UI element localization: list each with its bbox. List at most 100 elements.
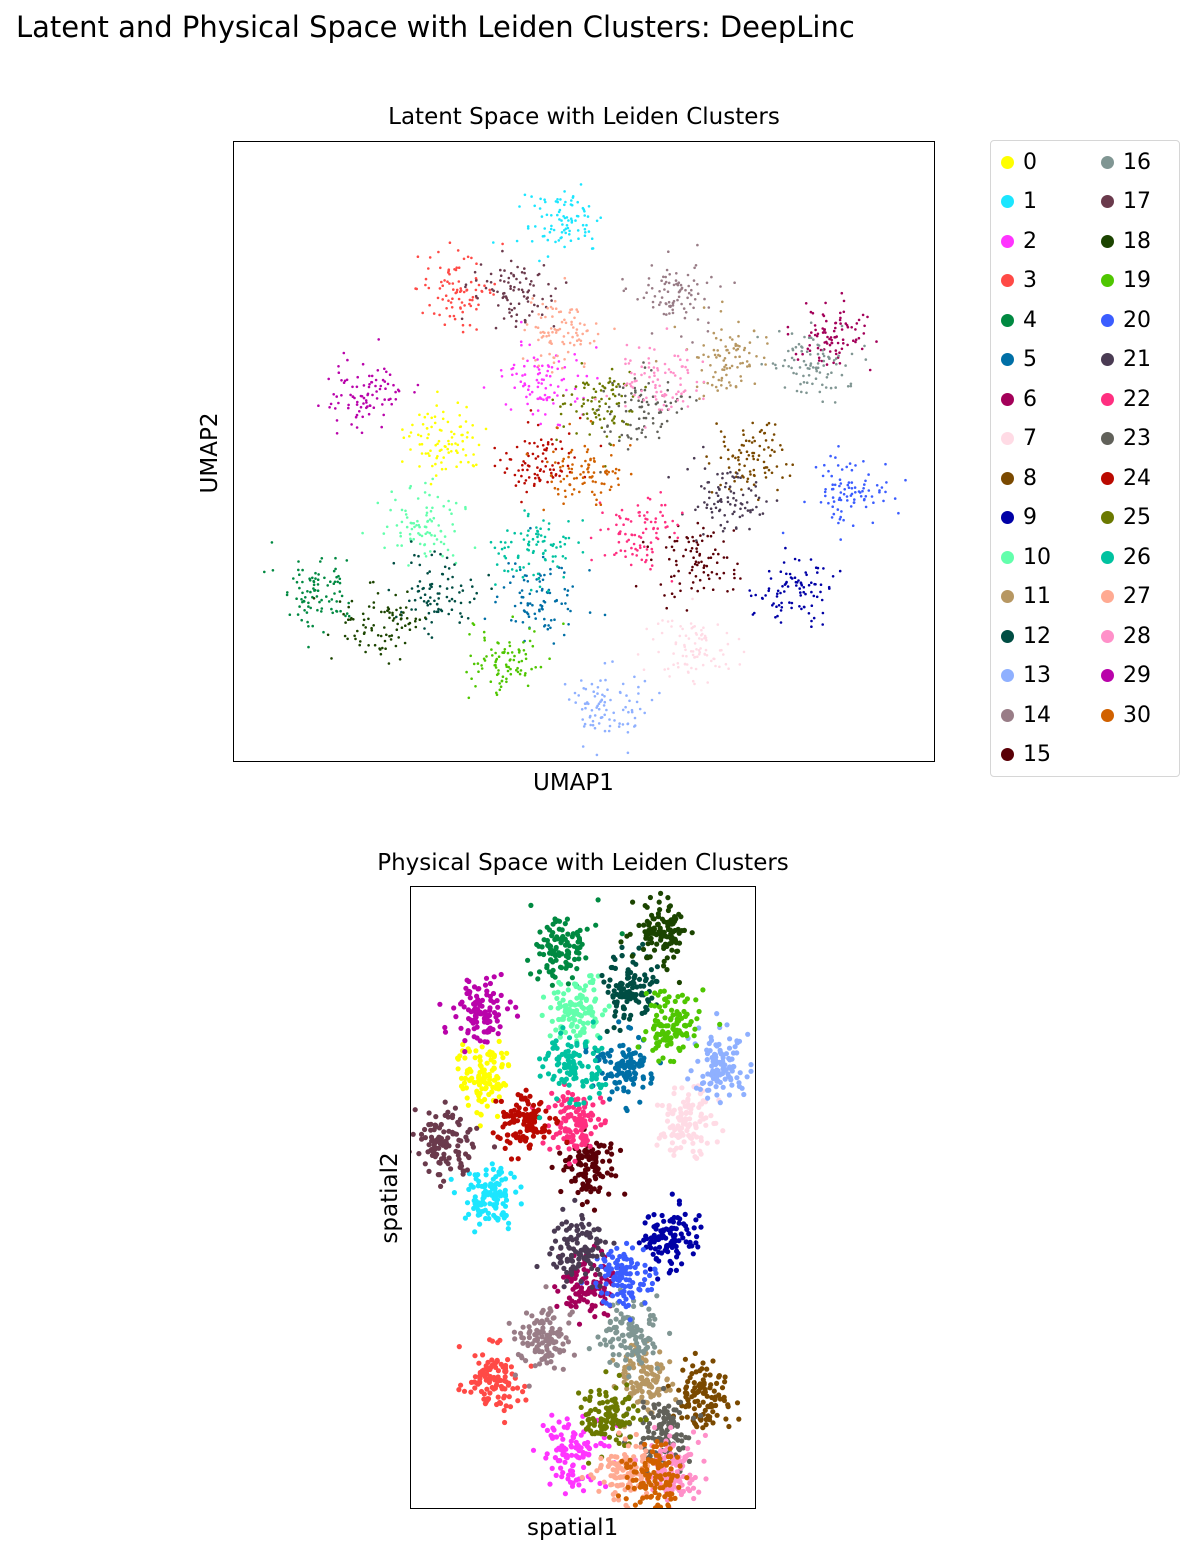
legend-item-6: 6 <box>1001 384 1037 414</box>
legend-item-12: 12 <box>1001 621 1051 651</box>
legend-item-13: 13 <box>1001 661 1051 691</box>
cluster-21-points <box>534 1197 617 1290</box>
legend-item-9: 9 <box>1001 503 1037 533</box>
legend-label-8: 8 <box>1023 465 1037 491</box>
cluster-29-points <box>317 338 420 435</box>
legend-label-24: 24 <box>1123 465 1151 491</box>
legend-marker-19 <box>1101 274 1114 287</box>
legend-label-15: 15 <box>1023 742 1051 767</box>
cluster-8-points <box>665 1350 742 1431</box>
legend-marker-23 <box>1101 432 1114 445</box>
legend-label-14: 14 <box>1023 702 1051 728</box>
cluster-14-points <box>506 1284 577 1389</box>
legend-marker-24 <box>1101 471 1114 485</box>
legend-item-5: 5 <box>1001 345 1037 375</box>
cluster-24-points <box>493 409 603 504</box>
cluster-11-points <box>654 300 769 401</box>
cluster-13-points <box>685 1011 754 1106</box>
cluster-10-points <box>361 477 477 567</box>
legend-item-4: 4 <box>1001 305 1037 335</box>
legend-label-0: 0 <box>1023 149 1037 175</box>
legend-item-18: 18 <box>1101 226 1151 256</box>
legend-marker-9 <box>1001 511 1014 524</box>
legend-marker-20 <box>1101 313 1114 327</box>
legend-label-19: 19 <box>1123 268 1151 293</box>
legend-item-20: 20 <box>1101 305 1151 335</box>
cluster-24-points <box>490 1087 570 1162</box>
latent-x-axis-label: UMAP1 <box>533 770 614 796</box>
legend-item-16: 16 <box>1101 147 1151 177</box>
legend-label-27: 27 <box>1123 584 1151 609</box>
cluster-5-points <box>483 526 607 645</box>
legend-label-10: 10 <box>1023 544 1051 570</box>
cluster-9-points <box>748 546 842 628</box>
cluster-7-points <box>636 597 746 686</box>
cluster-20-points <box>578 1240 659 1323</box>
legend-marker-5 <box>1001 353 1014 366</box>
legend-item-10: 10 <box>1001 542 1051 572</box>
cluster-26-points <box>489 509 585 593</box>
legend-label-1: 1 <box>1023 189 1037 214</box>
legend-marker-28 <box>1101 629 1114 643</box>
legend-item-11: 11 <box>1001 582 1051 612</box>
legend-marker-3 <box>1001 274 1014 287</box>
cluster-7-points <box>654 1083 726 1161</box>
legend-item-28: 28 <box>1101 621 1151 651</box>
legend-label-29: 29 <box>1123 663 1151 688</box>
legend-label-17: 17 <box>1123 189 1151 214</box>
legend-marker-12 <box>1001 629 1014 643</box>
legend-marker-1 <box>1001 195 1014 208</box>
legend-label-9: 9 <box>1023 505 1037 530</box>
legend-marker-21 <box>1101 353 1114 366</box>
legend-item-23: 23 <box>1101 424 1151 454</box>
cluster-1-points <box>492 183 602 263</box>
cluster-21-points <box>667 445 779 542</box>
cluster-8-points <box>705 421 794 502</box>
legend-marker-4 <box>1001 313 1014 327</box>
cluster-16-points <box>586 1287 673 1380</box>
legend-item-27: 27 <box>1101 582 1151 612</box>
legend-label-11: 11 <box>1023 584 1051 609</box>
legend-item-22: 22 <box>1101 384 1151 414</box>
legend-item-3: 3 <box>1001 266 1037 296</box>
physical-plot-frame <box>410 886 756 1509</box>
legend-marker-18 <box>1101 234 1114 248</box>
cluster-30-points <box>525 419 633 512</box>
physical-y-axis-label: spatial2 <box>377 1152 403 1244</box>
cluster-15-points <box>634 521 742 612</box>
legend-label-3: 3 <box>1023 268 1037 293</box>
legend-label-30: 30 <box>1123 702 1151 728</box>
legend-label-23: 23 <box>1123 426 1151 451</box>
cluster-2-points <box>530 1412 620 1497</box>
cluster-18-points <box>618 890 695 986</box>
legend-item-2: 2 <box>1001 226 1037 256</box>
cluster-17-points <box>460 249 568 330</box>
legend-marker-17 <box>1101 195 1114 208</box>
legend-label-13: 13 <box>1023 663 1051 688</box>
cluster-15-points <box>549 1126 628 1213</box>
legend-label-12: 12 <box>1023 623 1051 649</box>
cluster-19-points <box>635 987 723 1065</box>
legend-marker-13 <box>1001 669 1014 682</box>
cluster-12-points <box>599 941 660 1034</box>
cluster-13-points <box>563 660 661 757</box>
legend-label-4: 4 <box>1023 307 1037 333</box>
cluster-29-points <box>437 971 521 1055</box>
legend-marker-8 <box>1001 471 1014 485</box>
physical-plot-title: Physical Space with Leiden Clusters <box>377 850 789 876</box>
legend-item-29: 29 <box>1101 661 1151 691</box>
legend-item-0: 0 <box>1001 147 1037 177</box>
cluster-25-points <box>551 362 647 468</box>
legend-item-19: 19 <box>1101 266 1151 296</box>
legend-item-1: 1 <box>1001 187 1037 217</box>
legend-marker-29 <box>1101 669 1114 682</box>
legend-item-7: 7 <box>1001 424 1037 454</box>
legend-marker-7 <box>1001 432 1014 445</box>
legend-marker-25 <box>1101 511 1114 524</box>
legend-marker-10 <box>1001 550 1014 564</box>
cluster-16-points <box>756 321 868 404</box>
legend-marker-2 <box>1001 234 1014 248</box>
legend-item-8: 8 <box>1001 463 1037 493</box>
physical-x-axis-label: spatial1 <box>527 1515 619 1541</box>
cluster-25-points <box>576 1369 649 1466</box>
